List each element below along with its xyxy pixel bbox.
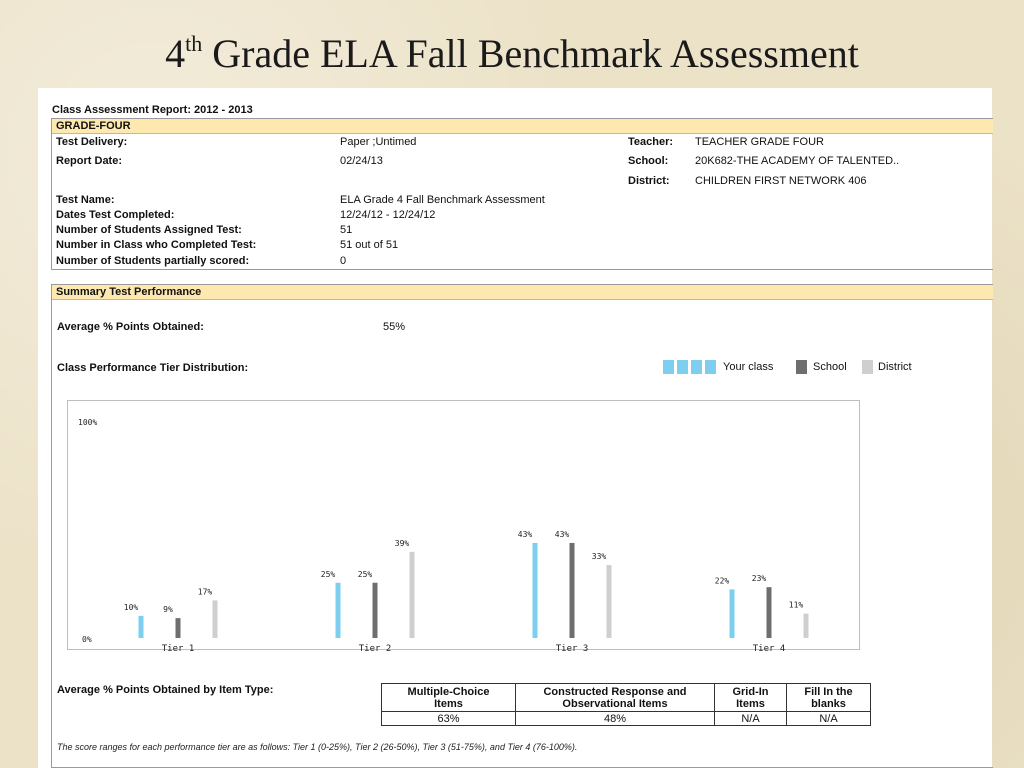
legend-swatch-your-class-4 — [705, 360, 716, 374]
bar-district — [606, 565, 612, 638]
bar-school — [569, 542, 575, 638]
item-type-label: Average % Points Obtained by Item Type: — [57, 684, 274, 696]
slide-title: 4th Grade ELA Fall Benchmark Assessment — [0, 30, 1024, 77]
item-table-header-cell: Fill In the blanks — [786, 683, 871, 712]
y-tick-label: 100% — [78, 418, 97, 427]
bar-data-label: 43% — [555, 530, 570, 539]
grade-header: GRADE-FOUR — [52, 119, 993, 134]
item-table-value-cell: N/A — [786, 711, 871, 726]
item-table-values-row: 63% 48% N/A N/A — [381, 711, 871, 726]
test-name-label: Test Name: — [56, 194, 115, 206]
item-table-value-cell: 63% — [381, 711, 516, 726]
school-value: 20K682-THE ACADEMY OF TALENTED.. — [695, 155, 900, 167]
bar-data-label: 11% — [789, 601, 804, 610]
x-tick-label: Tier 3 — [556, 644, 589, 651]
teacher-value: TEACHER GRADE FOUR — [695, 136, 824, 148]
bar-district — [212, 600, 218, 638]
bar-data-label: 23% — [752, 574, 767, 583]
bar-district — [803, 613, 809, 638]
legend-swatch-your-class-3 — [691, 360, 702, 374]
district-value: CHILDREN FIRST NETWORK 406 — [695, 175, 867, 187]
avg-points-value: 55% — [383, 321, 406, 333]
title-ordinal-suffix: th — [185, 31, 203, 56]
x-tick-label: Tier 1 — [162, 644, 195, 651]
bar-data-label: 25% — [358, 570, 373, 579]
students-completed-value: 51 out of 51 — [340, 239, 399, 251]
title-number: 4 — [165, 31, 186, 76]
legend-swatch-your-class-2 — [677, 360, 688, 374]
bar-data-label: 9% — [163, 605, 173, 614]
item-table-value-cell: N/A — [714, 711, 787, 726]
bar-data-label: 43% — [518, 530, 533, 539]
district-label: District: — [628, 175, 670, 187]
teacher-label: Teacher: — [628, 136, 674, 148]
legend-swatch-school — [796, 360, 807, 374]
summary-header: Summary Test Performance — [52, 285, 993, 300]
avg-points-label: Average % Points Obtained: — [57, 321, 204, 333]
test-delivery-label: Test Delivery: — [56, 136, 128, 148]
x-tick-label: Tier 2 — [359, 644, 392, 651]
bar-your-class — [335, 582, 341, 638]
title-text: Grade ELA Fall Benchmark Assessment — [202, 31, 859, 76]
bar-district — [409, 551, 415, 638]
partially-scored-value: 0 — [340, 255, 347, 267]
report-title: Class Assessment Report: 2012 - 2013 — [52, 104, 253, 116]
dates-completed-label: Dates Test Completed: — [56, 209, 175, 221]
legend-swatch-district — [862, 360, 873, 374]
y-tick-label: 0% — [82, 635, 92, 644]
test-name-value: ELA Grade 4 Fall Benchmark Assessment — [340, 194, 545, 206]
tier-distribution-label: Class Performance Tier Distribution: — [57, 362, 249, 374]
tier-distribution-chart: 100% 0% 10% 9% 17% Tier 1 25% 25% 39% Tier 2 43% 43… — [67, 400, 860, 651]
x-tick-label: Tier 4 — [753, 644, 786, 651]
report-date-label: Report Date: — [56, 155, 123, 167]
bar-your-class — [532, 542, 538, 638]
item-table-value-cell: 48% — [515, 711, 715, 726]
bar-data-label: 17% — [198, 587, 213, 596]
bar-school — [372, 582, 378, 638]
chart-legend: Your class School District — [663, 360, 963, 374]
legend-label-district: District — [878, 361, 912, 373]
bar-data-label: 33% — [592, 552, 607, 561]
bar-your-class — [138, 615, 144, 638]
bar-data-label: 39% — [395, 539, 410, 548]
item-table-header-cell: Constructed Response and Observational It… — [515, 683, 715, 712]
students-assigned-label: Number of Students Assigned Test: — [56, 224, 242, 236]
legend-label-your-class: Your class — [723, 361, 774, 373]
item-table-header-cell: Grid-In Items — [714, 683, 787, 712]
school-label: School: — [628, 155, 669, 167]
report-date-value: 02/24/13 — [340, 155, 383, 167]
bar-data-label: 25% — [321, 570, 336, 579]
bar-data-label: 10% — [124, 603, 139, 612]
bar-school — [766, 587, 772, 638]
dates-completed-value: 12/24/12 - 12/24/12 — [340, 209, 436, 221]
legend-label-school: School — [813, 361, 847, 373]
item-table-header-row: Multiple-Choice Items Constructed Respons… — [381, 683, 871, 712]
partially-scored-label: Number of Students partially scored: — [56, 255, 250, 267]
test-delivery-value: Paper ;Untimed — [340, 136, 417, 148]
report-info-box: GRADE-FOUR Test Delivery: Paper ;Untimed… — [51, 118, 993, 270]
bar-your-class — [729, 589, 735, 638]
bar-school — [175, 618, 181, 638]
item-type-table: Multiple-Choice Items Constructed Respons… — [381, 683, 871, 726]
students-completed-label: Number in Class who Completed Test: — [56, 239, 257, 251]
item-table-header-cell: Multiple-Choice Items — [381, 683, 516, 712]
legend-swatch-your-class-1 — [663, 360, 674, 374]
students-assigned-value: 51 — [340, 224, 353, 236]
class-assessment-report: Class Assessment Report: 2012 - 2013 GRA… — [38, 88, 993, 768]
tier-ranges-footnote: The score ranges for each performance ti… — [57, 742, 578, 752]
chart-canvas: 100% 0% 10% 9% 17% Tier 1 25% 25% 39% Tier 2 43% 43… — [78, 418, 809, 651]
bar-data-label: 22% — [715, 576, 730, 585]
